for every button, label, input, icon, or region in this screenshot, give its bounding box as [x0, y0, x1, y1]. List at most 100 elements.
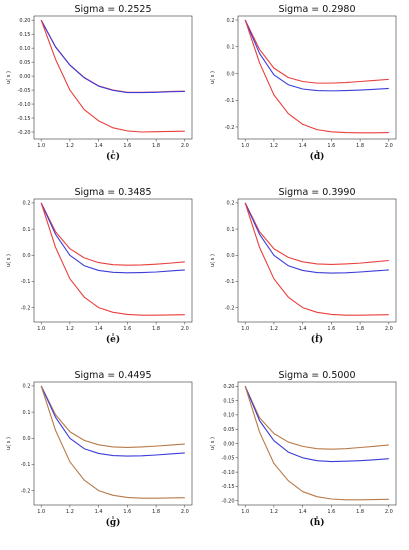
series-line-2: [244, 19, 389, 92]
plot-frame: [237, 381, 397, 506]
series-line-3: [244, 386, 389, 501]
y-tick-label: -0.10: [222, 470, 235, 476]
y-tick-label: 0.05: [19, 60, 30, 66]
series-line-3: [40, 385, 185, 499]
x-tick-label: 1.8: [356, 509, 364, 515]
x-tick-label: 1.8: [152, 326, 160, 332]
y-tick-label: 0.00: [19, 74, 30, 80]
x-tick-label: 1.0: [241, 509, 249, 515]
plot-frame: [237, 15, 397, 140]
series-line-3: [40, 202, 185, 316]
x-tick-label: 1.6: [123, 509, 131, 515]
y-tick-label: 0.10: [223, 413, 234, 419]
y-tick-label: -0.1: [21, 462, 31, 468]
y-tick-label: -0.1: [21, 279, 31, 285]
panel-caption: (h): [309, 518, 325, 528]
y-axis-label: u( s ): [210, 71, 216, 84]
x-tick-label: 1.2: [66, 509, 74, 515]
x-tick-label: 2.0: [181, 143, 189, 149]
x-tick-label: 1.2: [66, 143, 74, 149]
chart-svg: Sigma = 0.3485 1.0 1.2 1.4 1.6 1.8 2.0 0.2 0.1 0.…: [6, 187, 193, 338]
x-tick-label: 1.8: [152, 143, 160, 149]
series-line-3: [244, 19, 389, 134]
chart-panel: Sigma = 0.2980 1.0 1.2 1.4 1.6 1.8 2.0 0.2 0.1 0.…: [204, 0, 409, 184]
x-tick-label: 2.0: [385, 326, 393, 332]
plot-frame: [33, 381, 193, 506]
x-tick-label: 1.2: [270, 509, 278, 515]
x-tick-label: 1.6: [123, 143, 131, 149]
y-tick-label: -0.2: [21, 305, 31, 311]
x-tick-label: 1.6: [327, 143, 335, 149]
x-tick-label: 1.4: [95, 326, 103, 332]
panel-caption: (f): [310, 335, 324, 345]
x-tick-label: 1.2: [270, 326, 278, 332]
y-tick-label: 0.05: [223, 427, 234, 433]
chart-svg: Sigma = 0.5000 1.0 1.2 1.4 1.6 1.8 2.0 0.20 0.15…: [210, 370, 397, 521]
y-tick-label: -0.05: [222, 456, 235, 462]
x-tick-label: 1.8: [356, 143, 364, 149]
y-tick-label: 0.0: [227, 71, 235, 77]
chart-svg: Sigma = 0.2980 1.0 1.2 1.4 1.6 1.8 2.0 0.2 0.1 0.…: [210, 4, 397, 155]
x-tick-label: 1.2: [270, 143, 278, 149]
chart-title: Sigma = 0.2980: [278, 4, 355, 15]
y-tick-label: -0.20: [222, 499, 235, 505]
chart-svg: Sigma = 0.3990 1.0 1.2 1.4 1.6 1.8 2.0 0.2 0.1 0.…: [210, 187, 397, 338]
series-line-2: [40, 385, 185, 457]
series-line-1: [244, 19, 389, 84]
x-tick-label: 1.2: [66, 326, 74, 332]
x-tick-label: 2.0: [385, 509, 393, 515]
x-tick-label: 1.0: [37, 143, 45, 149]
panel-caption: (c): [106, 152, 120, 162]
series-line-2: [244, 386, 389, 463]
y-tick-label: 0.2: [227, 18, 235, 24]
y-axis-label: u( s ): [6, 437, 12, 450]
series-line-1: [244, 386, 389, 450]
x-tick-label: 2.0: [385, 143, 393, 149]
panel-caption: (g): [105, 518, 121, 528]
chart-panel: Sigma = 0.2525 1.0 1.2 1.4 1.6 1.8 2.0 0.20 0.15…: [0, 0, 205, 184]
y-tick-label: 0.0: [23, 253, 31, 259]
x-tick-label: 1.0: [37, 326, 45, 332]
y-tick-label: -0.2: [225, 125, 235, 131]
y-tick-label: -0.15: [18, 116, 31, 122]
y-tick-label: 0.1: [23, 227, 31, 233]
series-line-2: [40, 202, 185, 274]
y-tick-label: -0.10: [18, 102, 31, 108]
plot-frame: [33, 198, 193, 323]
y-tick-label: 0.10: [19, 46, 30, 52]
x-axis-label: s: [112, 515, 115, 521]
y-tick-label: 0.1: [23, 410, 31, 416]
x-tick-label: 1.6: [327, 326, 335, 332]
chart-title: Sigma = 0.4495: [74, 370, 151, 381]
x-tick-label: 1.0: [37, 509, 45, 515]
series-line-1: [244, 202, 389, 265]
series-line-1: [40, 385, 185, 448]
y-axis-label: u( s ): [210, 437, 216, 450]
x-tick-label: 1.0: [241, 143, 249, 149]
x-tick-label: 1.4: [95, 143, 103, 149]
chart-panel: Sigma = 0.4495 1.0 1.2 1.4 1.6 1.8 2.0 0.2 0.1 0.…: [0, 366, 205, 550]
x-axis-label: s: [112, 149, 115, 155]
y-axis-label: u( s ): [6, 71, 12, 84]
x-tick-label: 1.4: [299, 509, 307, 515]
x-tick-label: 2.0: [181, 509, 189, 515]
chart-panel: Sigma = 0.3485 1.0 1.2 1.4 1.6 1.8 2.0 0.2 0.1 0.…: [0, 183, 205, 367]
x-tick-label: 1.4: [299, 143, 307, 149]
y-tick-label: -0.2: [225, 305, 235, 311]
y-tick-label: 0.0: [227, 253, 235, 259]
y-tick-label: -0.1: [225, 98, 235, 104]
x-tick-label: 1.6: [123, 326, 131, 332]
y-axis-label: u( s ): [210, 254, 216, 267]
y-tick-label: 0.15: [19, 32, 30, 38]
y-tick-label: 0.0: [23, 436, 31, 442]
y-tick-label: 0.2: [23, 384, 31, 390]
x-tick-label: 1.8: [152, 509, 160, 515]
panel-caption: (d): [309, 152, 325, 162]
x-tick-label: 2.0: [181, 326, 189, 332]
y-tick-label: -0.1: [225, 279, 235, 285]
panel-caption: (e): [105, 335, 121, 345]
series-line-3: [40, 20, 185, 133]
x-tick-label: 1.4: [299, 326, 307, 332]
chart-title: Sigma = 0.2525: [74, 4, 151, 15]
y-tick-label: -0.05: [18, 88, 31, 94]
